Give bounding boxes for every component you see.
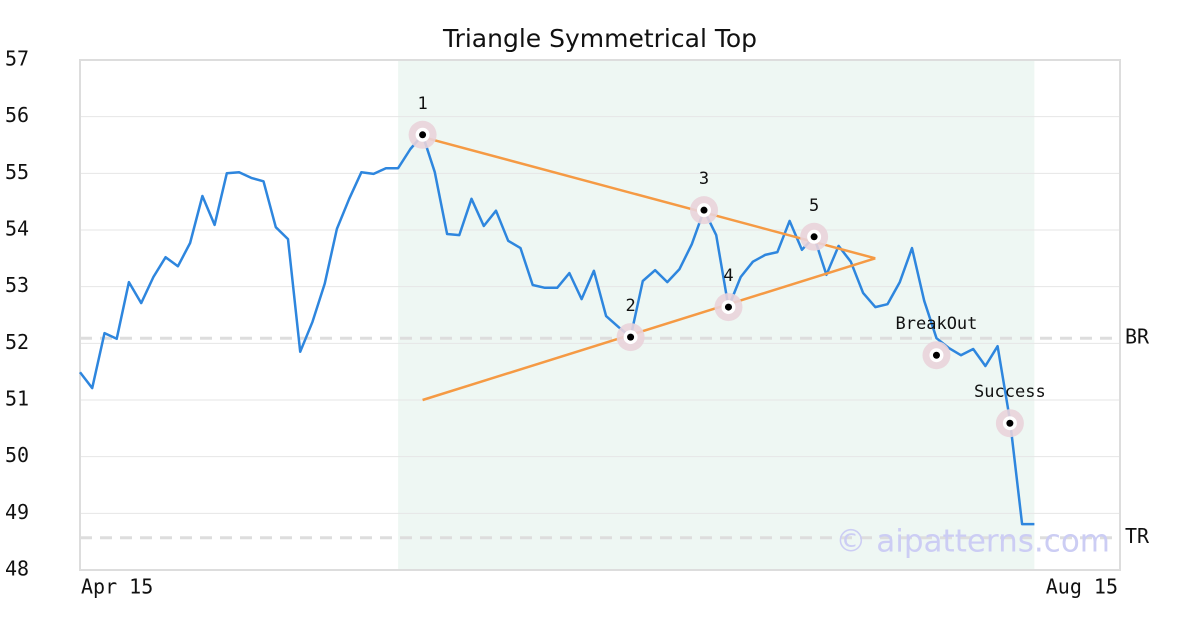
y-tick-label: 50	[5, 443, 29, 467]
y-tick-label: 49	[5, 500, 29, 524]
trend-line	[422, 257, 876, 402]
point-label: 2	[625, 296, 635, 316]
point-label: 4	[723, 266, 733, 286]
point-label: 5	[809, 196, 819, 216]
point-label: 1	[417, 94, 427, 114]
y-tick-label: 53	[5, 273, 29, 297]
price-line	[79, 133, 1035, 526]
watermark: © aipatterns.com	[835, 524, 1110, 560]
x-tick-label: Apr 15	[81, 575, 153, 599]
x-tick-label: Aug 15	[1046, 575, 1118, 599]
point-dot	[627, 333, 635, 341]
point-dot	[700, 206, 708, 214]
y-tick-label: 55	[5, 160, 29, 184]
y-tick-label: 52	[5, 330, 29, 354]
plot-frame	[79, 59, 1121, 571]
point-label: Success	[974, 382, 1046, 402]
point-dot	[932, 351, 940, 359]
point-dot	[419, 131, 427, 139]
point-label: BreakOut	[896, 314, 978, 334]
y-tick-label: 48	[5, 557, 29, 581]
reference-label: TR	[1125, 524, 1150, 548]
y-tick-label: 54	[5, 217, 29, 241]
point-label: 3	[699, 169, 709, 189]
point-dot	[1006, 419, 1014, 427]
y-tick-label: 51	[5, 387, 29, 411]
y-tick-label: 56	[5, 103, 29, 127]
reference-label: BR	[1125, 325, 1150, 349]
trend-line	[422, 135, 876, 260]
y-tick-label: 57	[5, 47, 29, 71]
point-dot	[810, 233, 818, 241]
point-dot	[724, 303, 732, 311]
chart-title: Triangle Symmetrical Top	[442, 24, 757, 53]
